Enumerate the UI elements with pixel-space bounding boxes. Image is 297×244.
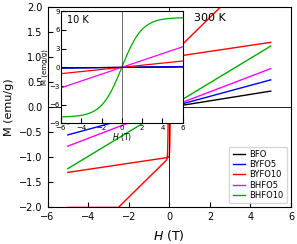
Text: 300 K: 300 K: [194, 13, 225, 23]
Legend: BFO, BYFO5, BYFO10, BHFO5, BHFO10: BFO, BYFO5, BYFO10, BHFO5, BHFO10: [229, 147, 287, 203]
Y-axis label: M (emu/g): M (emu/g): [4, 79, 14, 136]
X-axis label: $H$ (T): $H$ (T): [154, 228, 185, 243]
